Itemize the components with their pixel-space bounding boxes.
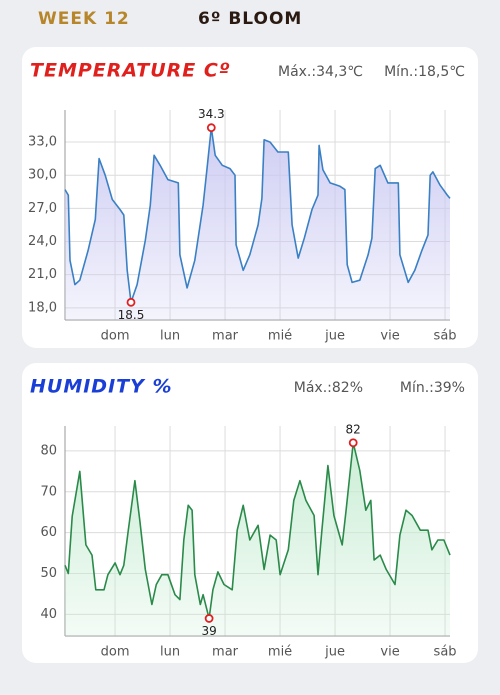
- x-tick-label: jue: [324, 645, 345, 660]
- area: [65, 442, 450, 636]
- data-label: 18.5: [118, 308, 145, 322]
- x-tick-label: vie: [380, 645, 399, 660]
- data-label: 34.3: [198, 107, 225, 121]
- x-tick-label: mié: [268, 645, 292, 660]
- extreme-marker: [126, 297, 136, 307]
- x-tick-label: vie: [380, 329, 399, 344]
- x-tick-label: mar: [212, 329, 239, 344]
- y-tick-label: 40: [40, 607, 57, 622]
- extreme-marker: [206, 123, 216, 133]
- y-tick-label: 21,0: [28, 267, 57, 282]
- y-tick-label: 27,0: [28, 201, 57, 216]
- y-tick-label: 70: [40, 484, 57, 499]
- chart-title: TEMPERATURE Cº: [30, 60, 231, 82]
- data-label: 39: [201, 624, 216, 638]
- week-label: WEEK 12: [38, 9, 130, 29]
- min-annotation: Mín.:18,5℃: [384, 64, 465, 80]
- y-tick-label: 18,0: [28, 300, 57, 315]
- max-annotation: Máx.:34,3℃: [278, 64, 363, 80]
- x-tick-label: sáb: [434, 329, 457, 344]
- stage-label: 6º BLOOM: [198, 9, 302, 29]
- x-tick-label: sáb: [434, 645, 457, 660]
- y-tick-label: 30,0: [28, 168, 57, 183]
- chart-title: HUMIDITY %: [30, 376, 173, 398]
- min-annotation: Mín.:39%: [400, 380, 465, 396]
- x-tick-label: lun: [160, 645, 180, 660]
- y-tick-label: 24,0: [28, 234, 57, 249]
- x-tick-label: dom: [101, 329, 130, 344]
- extreme-marker: [204, 614, 214, 623]
- x-tick-label: jue: [324, 329, 345, 344]
- area: [65, 127, 450, 320]
- y-tick-label: 80: [40, 443, 57, 458]
- x-tick-label: mié: [268, 329, 292, 344]
- y-tick-label: 50: [40, 566, 57, 581]
- max-annotation: Máx.:82%: [294, 380, 363, 396]
- y-tick-label: 60: [40, 525, 57, 540]
- line: [64, 126, 451, 304]
- y-tick-label: 33,0: [28, 135, 57, 150]
- x-tick-label: dom: [101, 645, 130, 660]
- x-tick-label: lun: [160, 329, 180, 344]
- x-tick-label: mar: [212, 645, 239, 660]
- data-label: 82: [346, 422, 361, 436]
- extreme-marker: [348, 438, 358, 448]
- line: [64, 442, 451, 620]
